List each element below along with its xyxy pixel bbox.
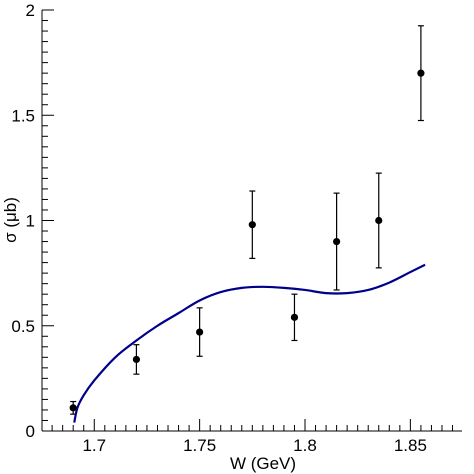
model-curve-layer — [73, 263, 426, 423]
x-tick-label: 1.7 — [82, 436, 106, 455]
data-point — [333, 192, 341, 291]
x-tick-label: 1.8 — [293, 436, 317, 455]
data-point — [290, 293, 299, 342]
point-marker — [132, 355, 141, 364]
point-marker — [69, 404, 77, 412]
x-tick-label: 1.75 — [183, 436, 216, 455]
x-axis: 1.7 1.75 1.8 1.85 — [51, 419, 454, 455]
point-marker — [417, 69, 425, 77]
y-tick-label: 0.5 — [11, 317, 35, 336]
y-tick-label: 0 — [26, 422, 35, 441]
y-axis: 0 0.5 1 1.5 2 — [11, 1, 54, 441]
y-tick-label: 1.5 — [11, 106, 35, 125]
y-axis-title: σ (μb) — [1, 197, 20, 243]
point-marker — [248, 221, 256, 229]
data-point — [248, 190, 256, 259]
y-tick-label: 2 — [26, 1, 35, 20]
point-marker — [333, 237, 341, 246]
y-tick-label: 1 — [26, 212, 35, 231]
point-marker — [290, 313, 299, 321]
x-tick-label: 1.85 — [394, 436, 427, 455]
model-curve — [73, 263, 426, 423]
data-point — [196, 307, 204, 357]
data-point — [417, 25, 425, 122]
x-axis-title: W (GeV) — [230, 454, 296, 473]
data-point — [132, 344, 141, 375]
data-point — [69, 400, 77, 415]
data-points-layer — [69, 25, 425, 415]
data-point — [375, 172, 383, 269]
point-marker — [196, 328, 204, 336]
point-marker — [375, 216, 383, 225]
